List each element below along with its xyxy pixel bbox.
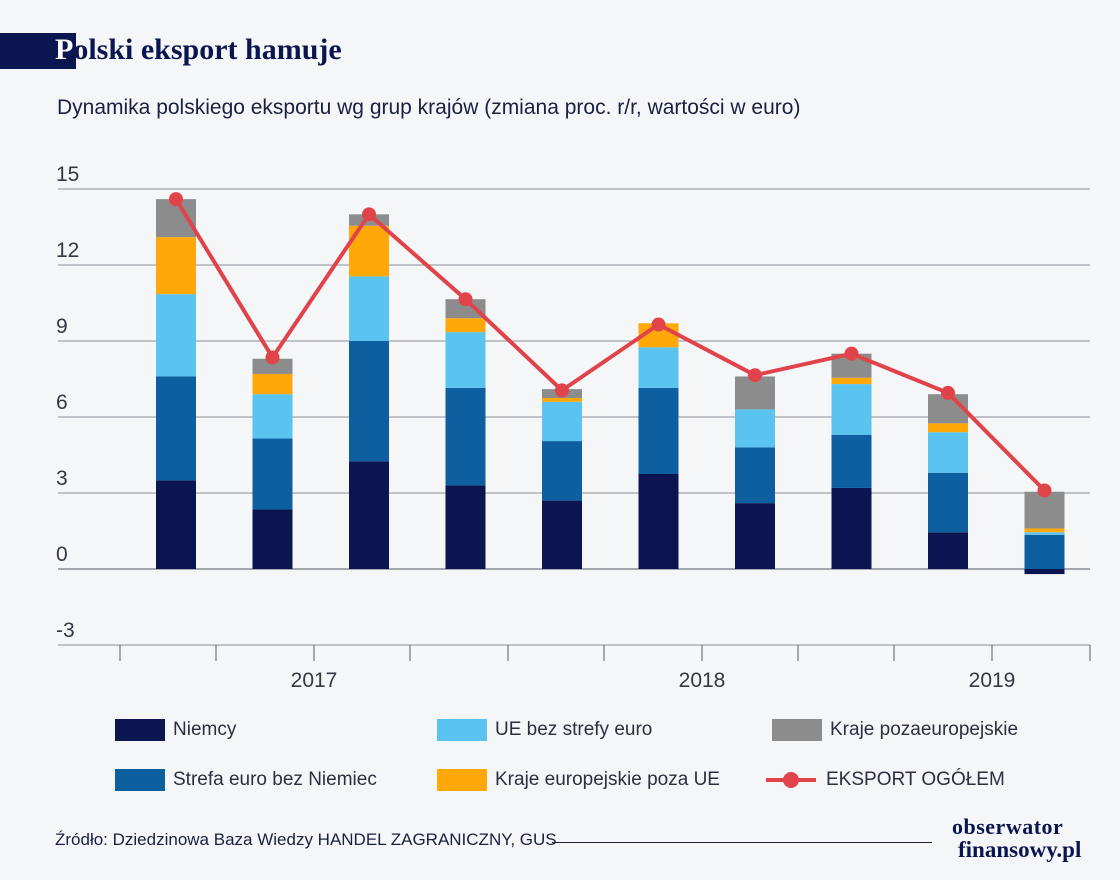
bar-segment-niemcy-1 <box>252 509 293 569</box>
eksport-ogolem-point-8 <box>941 385 955 400</box>
x-tick-label-2019: 2019 <box>969 669 1016 692</box>
y-tick-label: -3 <box>56 619 75 642</box>
legend-label-eksport-ogolem: EKSPORT OGÓŁEM <box>826 769 1005 790</box>
bar-segment-ue-bez-strefy-euro-1 <box>252 394 293 439</box>
bar-segment-strefa-euro-bez-niemiec-8 <box>928 472 968 533</box>
bar-segment-ue-bez-strefy-euro-5 <box>638 347 679 388</box>
bar-segment-ue-bez-strefy-euro-0 <box>156 294 196 377</box>
legend-label-strefa-euro-bez-niemiec: Strefa euro bez Niemiec <box>173 769 377 790</box>
bar-segment-ue-bez-strefy-euro-8 <box>928 432 968 473</box>
bar-segment-ue-bez-strefy-euro-3 <box>445 332 486 388</box>
x-tick-label-2018: 2018 <box>679 669 726 692</box>
eksport-ogolem-point-9 <box>1037 483 1052 498</box>
bar-segment-kraje-europejskie-poza-ue-0 <box>156 237 196 295</box>
legend-swatch-strefa-euro-bez-niemiec <box>115 769 165 791</box>
page-title: Polski eksport hamuje <box>55 33 342 66</box>
y-tick-label: 15 <box>56 163 79 186</box>
eksport-ogolem-point-3 <box>458 292 473 307</box>
y-tick-label: 0 <box>56 543 68 566</box>
eksport-ogolem-point-5 <box>651 317 666 332</box>
title-accent-bar <box>0 33 76 69</box>
bar-segment-niemcy-5 <box>638 474 679 569</box>
logo-line-1: obserwator <box>952 814 1064 839</box>
legend-label-kraje-pozaeuropejskie: Kraje pozaeuropejskie <box>830 719 1019 740</box>
y-tick-label: 6 <box>56 391 68 414</box>
legend-swatch-kraje-europejskie-poza-ue <box>437 769 487 791</box>
bar-segment-strefa-euro-bez-niemiec-0 <box>156 376 196 481</box>
bar-segment-ue-bez-strefy-euro-6 <box>735 409 775 448</box>
bar-segment-strefa-euro-bez-niemiec-3 <box>445 387 486 486</box>
eksport-ogolem-point-6 <box>748 368 762 383</box>
eksport-ogolem-point-4 <box>555 383 569 398</box>
bar-segment-kraje-europejskie-poza-ue-4 <box>542 398 582 402</box>
y-tick-label: 3 <box>56 467 68 490</box>
legend-label-niemcy: Niemcy <box>173 719 237 740</box>
bar-segment-niemcy-7 <box>831 487 872 569</box>
stacked-bar-chart: 15 12 9 6 3 0 -3 2017 2018 2019 <box>56 163 1091 692</box>
eksport-ogolem-point-2 <box>362 207 376 222</box>
bar-segment-niemcy-4 <box>542 500 582 569</box>
logo-line-2: finansowy.pl <box>958 837 1082 862</box>
bar-segment-strefa-euro-bez-niemiec-5 <box>638 387 679 474</box>
bar-segment-niemcy-8 <box>928 532 968 569</box>
bar-segment-kraje-europejskie-poza-ue-8 <box>928 423 968 433</box>
eksport-ogolem-point-7 <box>844 346 859 361</box>
bar-segment-ue-bez-strefy-euro-7 <box>831 384 872 435</box>
eksport-ogolem-line <box>174 198 1046 492</box>
legend-item-kraje-europejskie-poza-ue: Kraje europejskie poza UE <box>437 765 720 795</box>
bar-segment-kraje-pozaeuropejskie-3 <box>445 299 486 319</box>
legend-item-niemcy: Niemcy <box>115 715 236 745</box>
legend-item-eksport-ogolem: EKSPORT OGÓŁEM <box>766 765 1005 795</box>
legend-swatch-kraje-pozaeuropejskie <box>772 719 822 741</box>
bar-segment-niemcy-2 <box>349 461 389 569</box>
legend-item-ue-bez-strefy-euro: UE bez strefy euro <box>437 715 652 745</box>
y-tick-label: 9 <box>56 315 68 338</box>
publisher-logo: obserwator finansowy.pl <box>952 816 1112 862</box>
eksport-ogolem-point-1 <box>265 350 280 365</box>
bar-segment-ue-bez-strefy-euro-2 <box>349 276 389 341</box>
bar-segment-kraje-europejskie-poza-ue-3 <box>445 318 486 333</box>
bar-segment-kraje-europejskie-poza-ue-9 <box>1024 528 1065 533</box>
bar-segment-strefa-euro-bez-niemiec-7 <box>831 434 872 488</box>
bar-segment-strefa-euro-bez-niemiec-9 <box>1024 534 1065 569</box>
source-divider <box>552 842 932 843</box>
bar-segment-kraje-pozaeuropejskie-9 <box>1024 491 1065 529</box>
eksport-ogolem-point-0 <box>169 192 183 207</box>
bar-segment-kraje-pozaeuropejskie-1 <box>252 358 293 374</box>
bar-segment-strefa-euro-bez-niemiec-1 <box>252 438 293 510</box>
bar-segment-niemcy-3 <box>445 485 486 569</box>
bar-segment-niemcy-6 <box>735 503 775 569</box>
legend-swatch-niemcy <box>115 719 165 741</box>
legend-label-ue-bez-strefy-euro: UE bez strefy euro <box>495 719 653 740</box>
legend-item-kraje-pozaeuropejskie: Kraje pozaeuropejskie <box>772 715 1018 745</box>
bar-segment-strefa-euro-bez-niemiec-4 <box>542 441 582 501</box>
chart-subtitle: Dynamika polskiego eksportu wg grup kraj… <box>57 96 801 119</box>
bar-segment-niemcy-0 <box>156 480 196 569</box>
bar-segment-niemcy-9 <box>1024 569 1065 575</box>
bar-segment-strefa-euro-bez-niemiec-2 <box>349 341 389 462</box>
legend-line-marker-eksport-ogolem <box>766 769 816 791</box>
bar-segment-ue-bez-strefy-euro-9 <box>1024 532 1065 535</box>
source-note: Źródło: Dziedzinowa Baza Wiedzy HANDEL Z… <box>55 830 557 849</box>
legend-item-strefa-euro-bez-niemiec: Strefa euro bez Niemiec <box>115 765 377 795</box>
x-tick-label-2017: 2017 <box>291 669 338 692</box>
bar-segment-kraje-europejskie-poza-ue-7 <box>831 377 872 385</box>
legend-label-kraje-europejskie-poza-ue: Kraje europejskie poza UE <box>495 769 720 790</box>
bar-segment-ue-bez-strefy-euro-4 <box>542 401 582 442</box>
bar-segment-strefa-euro-bez-niemiec-6 <box>735 447 775 504</box>
legend-swatch-ue-bez-strefy-euro <box>437 719 487 741</box>
y-tick-label: 12 <box>56 239 79 262</box>
bar-segment-kraje-europejskie-poza-ue-1 <box>252 373 293 395</box>
